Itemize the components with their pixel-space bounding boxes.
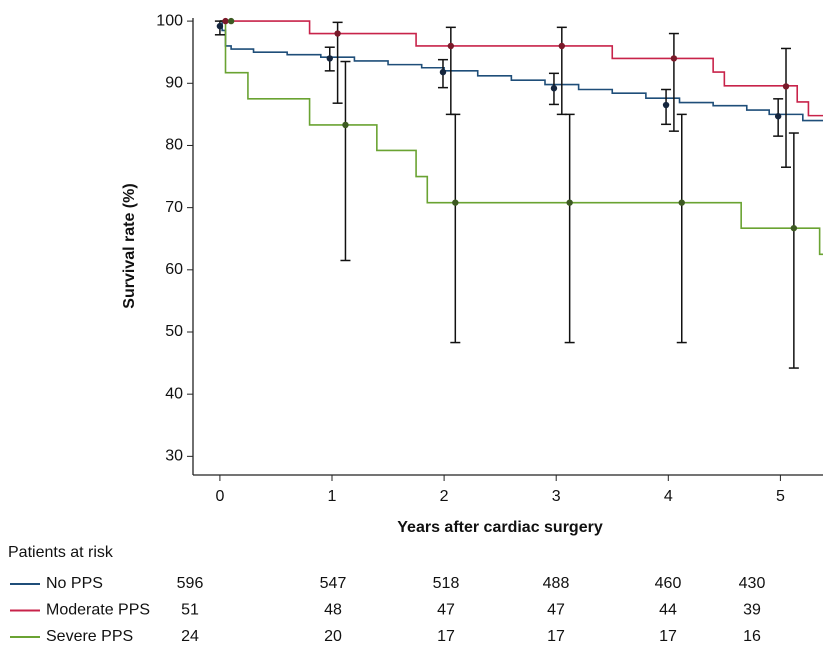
point (216, 22, 224, 30)
legend-label: No PPS (46, 575, 103, 592)
point (566, 199, 573, 206)
x-tick-label: 2 (440, 488, 449, 505)
survival-curve (219, 20, 823, 117)
at-risk-count: 17 (437, 628, 455, 645)
y-tick-label: 100 (156, 12, 183, 29)
at-risk-count: 47 (437, 602, 455, 619)
at-risk-count: 48 (324, 602, 342, 619)
point (326, 55, 333, 62)
survival-curve (219, 20, 823, 256)
at-risk-count: 430 (739, 575, 766, 592)
point (662, 101, 670, 109)
at-risk-count: 518 (433, 575, 460, 592)
at-risk-count: 17 (547, 628, 565, 645)
risk-table-title: Patients at risk (8, 544, 114, 561)
y-tick-label: 30 (165, 448, 183, 465)
at-risk-count: 596 (177, 575, 204, 592)
at-risk-count: 24 (181, 628, 199, 645)
legend-label: Moderate PPS (46, 602, 150, 619)
point (334, 30, 341, 37)
at-risk-count: 16 (743, 628, 761, 645)
at-risk-count: 44 (659, 602, 677, 619)
point (550, 85, 558, 92)
y-tick-label: 70 (165, 199, 183, 216)
point (790, 224, 798, 232)
at-risk-count: 17 (659, 628, 677, 645)
at-risk-count: 20 (324, 628, 342, 645)
y-tick-label: 50 (165, 323, 183, 340)
point (774, 113, 782, 120)
x-axis-label: Years after cardiac surgery (397, 519, 603, 536)
y-tick-label: 60 (165, 261, 183, 278)
at-risk-count: 51 (181, 602, 199, 619)
x-tick-label: 5 (776, 488, 785, 505)
point (782, 83, 790, 90)
at-risk-count: 547 (320, 575, 347, 592)
y-tick-label: 40 (165, 385, 183, 402)
point (342, 121, 349, 129)
at-risk-count: 488 (543, 575, 570, 592)
x-tick-label: 4 (664, 488, 673, 505)
point (222, 17, 229, 25)
point (558, 42, 566, 50)
x-tick-label: 1 (328, 488, 337, 505)
point (678, 199, 685, 206)
point (447, 42, 455, 50)
point (670, 55, 678, 62)
point (452, 199, 459, 206)
legend-label: Severe PPS (46, 628, 133, 645)
x-tick-label: 0 (215, 488, 224, 505)
survival-curve (219, 20, 823, 122)
point (227, 17, 235, 25)
y-tick-label: 90 (165, 75, 183, 92)
at-risk-count: 47 (547, 602, 565, 619)
y-tick-label: 80 (165, 137, 183, 154)
x-tick-label: 3 (552, 488, 561, 505)
y-axis-label: Survival rate (%) (121, 183, 138, 308)
at-risk-count: 39 (743, 602, 761, 619)
point (439, 68, 447, 76)
at-risk-count: 460 (655, 575, 682, 592)
